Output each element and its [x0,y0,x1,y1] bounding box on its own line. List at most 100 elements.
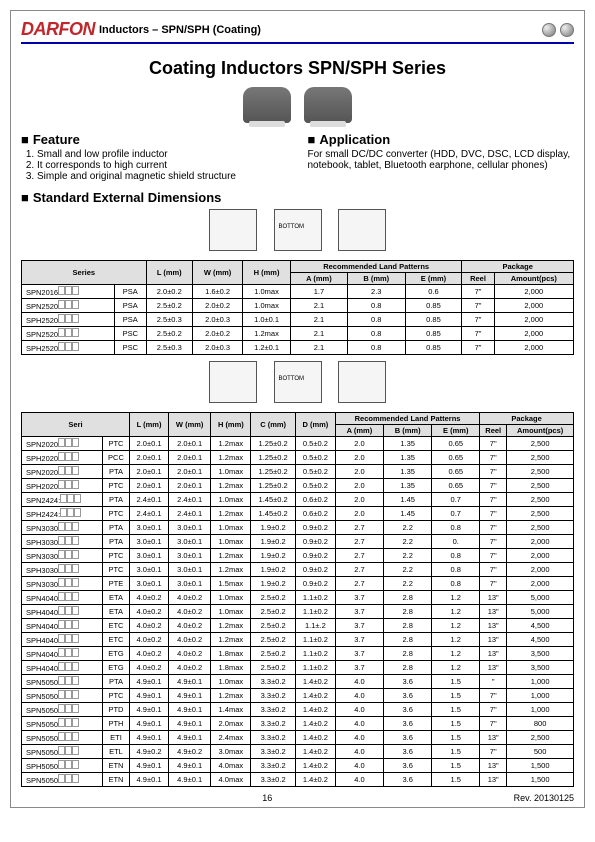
cell-D: 0.9±0.2 [295,577,335,591]
th-E: E (mm) [432,425,480,437]
cell-C: 3.3±0.2 [251,703,295,717]
cell-amt: 1,000 [507,703,574,717]
cell-W: 4.0±0.2 [169,661,211,675]
cell-D: 0.9±0.2 [295,549,335,563]
cell-pn: SPN5050 [22,745,103,759]
cell-A: 2.0 [335,479,383,493]
cell-reel: 13" [480,591,507,605]
cell-amt: 5,000 [507,591,574,605]
cell-E: 1.5 [432,689,480,703]
cell-B: 2.8 [383,605,431,619]
table-row: SPN5050PTC4.9±0.14.9±0.11.2max3.3±0.21.4… [22,689,574,703]
th-pkg: Package [462,261,574,273]
cell-suffix: PTC [102,437,129,451]
cell-pn: SPN3030 [22,549,103,563]
cell-E: 1.2 [432,605,480,619]
table-row: SPH3030PTC3.0±0.13.0±0.11.2max1.9±0.20.9… [22,563,574,577]
cell-A: 2.7 [335,563,383,577]
cell-E: 0.8 [432,549,480,563]
cell-W: 2.0±0.2 [192,327,242,341]
th-E: E (mm) [405,273,462,285]
cell-B: 2.2 [383,549,431,563]
cell-reel: 7" [480,745,507,759]
cell-H: 1.2max [211,563,251,577]
cell-C: 3.3±0.2 [251,675,295,689]
cell-amt: 2,000 [494,299,573,313]
cell-A: 1.7 [290,285,347,299]
cell-E: 1.5 [432,675,480,689]
cell-reel: 13" [480,605,507,619]
cell-suffix: PTH [102,717,129,731]
cell-C: 3.3±0.2 [251,717,295,731]
cell-E: 1.5 [432,745,480,759]
cell-amt: 4,500 [507,633,574,647]
cell-L: 4.9±0.1 [130,675,169,689]
cell-B: 1.35 [383,437,431,451]
table-row: SPN4040ETG4.0±0.24.0±0.21.8max2.5±0.21.1… [22,647,574,661]
cell-L: 3.0±0.1 [130,577,169,591]
cell-D: 1.4±0.2 [295,745,335,759]
cell-E: 1.2 [432,647,480,661]
table-row: SPN2520PSC2.5±0.22.0±0.21.2max2.10.80.85… [22,327,574,341]
cell-pn: SPN5050 [22,717,103,731]
cell-E: 0. [432,535,480,549]
table-row: SPH2020PTC2.0±0.12.0±0.11.2max1.25±0.20.… [22,479,574,493]
th-W: W (mm) [192,261,242,285]
cell-suffix: ETN [102,759,129,773]
cell-C: 3.3±0.2 [251,745,295,759]
cell-E: 0.65 [432,451,480,465]
cell-amt: 2,000 [494,341,573,355]
cell-H: 1.2max [211,451,251,465]
cell-C: 1.9±0.2 [251,563,295,577]
cell-E: 1.5 [432,717,480,731]
cell-H: 1.4max [211,703,251,717]
cell-W: 2.4±0.1 [169,507,211,521]
cell-H: 1.0max [211,605,251,619]
std-dims-heading: Standard External Dimensions [21,190,574,205]
cell-L: 4.9±0.1 [130,703,169,717]
brand-logo: DARFON [21,19,95,40]
cell-amt: 5,000 [507,605,574,619]
cell-L: 2.5±0.3 [146,313,192,327]
cell-C: 1.9±0.2 [251,535,295,549]
cell-amt: 2,000 [507,549,574,563]
cell-suffix: ETC [102,633,129,647]
cell-E: 1.2 [432,661,480,675]
cell-B: 3.6 [383,773,431,787]
cell-B: 3.6 [383,717,431,731]
cell-pn: SPN4040 [22,591,103,605]
cell-reel: 7" [480,703,507,717]
th-rlp: Recommended Land Patterns [290,261,461,273]
cell-pn: SPH2520 [22,313,115,327]
cell-D: 1.4±0.2 [295,675,335,689]
cell-pn: SPN2020 [22,465,103,479]
table-row: SPN5050PTD4.9±0.14.9±0.11.4max3.3±0.21.4… [22,703,574,717]
cell-D: 1.1±0.2 [295,647,335,661]
table-row: SPH2424:PTC2.4±0.12.4±0.11.2max1.45±0.20… [22,507,574,521]
cell-pn: SPH5050 [22,759,103,773]
cell-amt: 2,500 [507,437,574,451]
cell-B: 2.3 [347,285,405,299]
cell-A: 2.7 [335,535,383,549]
cell-reel: 7" [480,717,507,731]
cell-reel: 7" [480,451,507,465]
table-row: SPN3030PTE3.0±0.13.0±0.11.5max1.9±0.20.9… [22,577,574,591]
table-row: SPN5050PTA4.9±0.14.9±0.11.0max3.3±0.21.4… [22,675,574,689]
cell-W: 4.0±0.2 [169,591,211,605]
cell-amt: 800 [507,717,574,731]
cell-A: 2.7 [335,549,383,563]
table-row: SPH4040ETA4.0±0.24.0±0.21.0max2.5±0.21.1… [22,605,574,619]
application-section: Application For small DC/DC converter (H… [308,132,575,184]
cell-H: 1.2±0.1 [243,341,291,355]
cell-E: 0.85 [405,313,462,327]
table-row: SPN5050ETL4.9±0.24.9±0.23.0max3.3±0.21.4… [22,745,574,759]
cell-L: 2.0±0.1 [130,479,169,493]
cell-W: 4.9±0.1 [169,675,211,689]
cell-reel: 7" [480,507,507,521]
cell-W: 4.0±0.2 [169,619,211,633]
cell-A: 2.0 [335,465,383,479]
dim-drawing [209,361,257,403]
cell-E: 0.8 [432,521,480,535]
cell-D: 1.4±0.2 [295,731,335,745]
cell-E: 0.8 [432,577,480,591]
